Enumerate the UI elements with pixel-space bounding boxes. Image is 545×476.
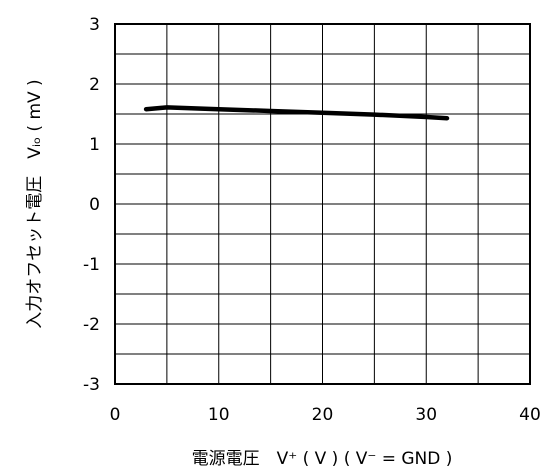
plot-frame [114,23,531,385]
series-line-0 [143,105,450,121]
y-tick-label: 3 [89,15,100,35]
y-tick-label: -1 [83,255,100,275]
x-tick-label: 0 [110,405,121,425]
x-axis-title: 電源電圧 V⁺ ( V ) ( V⁻ = GND ) [192,449,453,469]
y-tick-label: -2 [83,315,100,335]
x-tick-label: 10 [208,405,230,425]
y-tick-label: 0 [89,195,100,215]
x-tick-label: 40 [519,405,541,425]
y-tick-label: -3 [83,375,100,395]
grid [115,24,530,384]
x-tick-label: 20 [312,405,334,425]
y-tick-label: 1 [89,135,100,155]
x-tick-label: 30 [415,405,437,425]
y-tick-labels: 3 2 1 0 -1 -2 -3 [83,15,100,395]
y-tick-label: 2 [89,75,100,95]
series-layer [143,105,450,121]
y-axis-title: 入力オフセット電圧 Vᵢₒ ( mV ) [25,79,45,328]
x-tick-labels: 0 10 20 30 40 [110,405,541,425]
